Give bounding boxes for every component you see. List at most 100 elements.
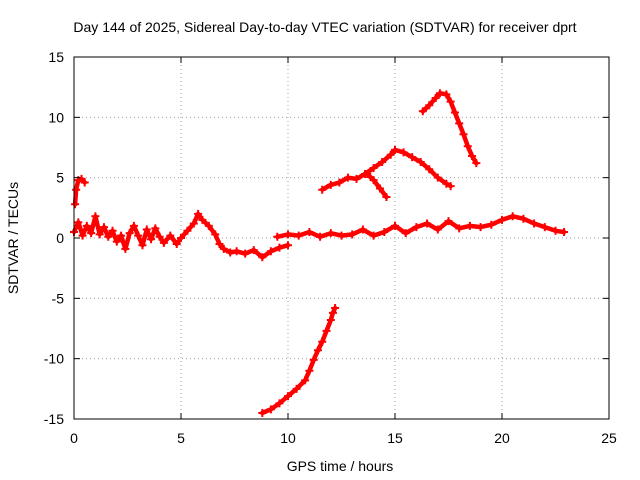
data-point bbox=[316, 232, 325, 241]
x-tick-label: 10 bbox=[280, 430, 296, 446]
y-tick-label: 15 bbox=[48, 49, 64, 65]
data-point bbox=[530, 219, 539, 228]
data-point bbox=[301, 376, 310, 385]
y-tick-labels: -15 -10 -5 0 5 10 15 bbox=[44, 49, 64, 427]
data-series bbox=[70, 89, 569, 417]
data-point bbox=[99, 223, 108, 232]
data-point bbox=[211, 230, 220, 239]
data-point bbox=[138, 241, 147, 250]
data-point bbox=[401, 229, 410, 238]
series-line bbox=[420, 90, 479, 166]
data-point bbox=[117, 231, 126, 240]
data-point bbox=[198, 215, 207, 224]
data-point bbox=[91, 212, 100, 221]
data-point bbox=[318, 185, 327, 194]
data-point bbox=[472, 159, 481, 168]
data-point bbox=[183, 226, 192, 235]
data-point bbox=[455, 119, 464, 128]
data-point bbox=[444, 217, 453, 226]
data-point bbox=[435, 89, 444, 98]
data-point bbox=[459, 130, 468, 139]
data-point bbox=[391, 221, 399, 230]
data-point bbox=[82, 221, 91, 230]
data-point bbox=[326, 316, 335, 325]
data-point bbox=[284, 230, 292, 239]
data-point bbox=[275, 243, 284, 252]
data-point bbox=[519, 214, 528, 223]
series-arc-main-a bbox=[70, 209, 292, 262]
data-point bbox=[275, 399, 284, 408]
data-point bbox=[249, 246, 258, 255]
data-point bbox=[129, 221, 138, 230]
data-point bbox=[305, 227, 314, 236]
data-point bbox=[273, 232, 282, 241]
data-point bbox=[560, 227, 569, 236]
data-point bbox=[468, 151, 477, 160]
data-point bbox=[476, 223, 485, 232]
data-point bbox=[425, 165, 434, 174]
x-tick-labels: 0 5 10 15 20 25 bbox=[70, 430, 617, 446]
data-point bbox=[352, 174, 361, 183]
data-point bbox=[433, 225, 442, 234]
data-point bbox=[266, 405, 275, 414]
y-tick-label: -15 bbox=[44, 411, 64, 427]
data-point bbox=[487, 220, 496, 229]
series-arc-mid-branch bbox=[363, 170, 391, 201]
y-tick-label: -10 bbox=[44, 351, 64, 367]
data-point bbox=[134, 231, 143, 240]
data-point bbox=[348, 230, 357, 239]
data-point bbox=[189, 219, 198, 228]
data-point bbox=[331, 303, 340, 312]
data-point bbox=[232, 247, 241, 256]
data-point bbox=[391, 145, 399, 154]
series-arc-low bbox=[258, 303, 340, 417]
data-point bbox=[376, 184, 385, 193]
data-point bbox=[425, 101, 434, 110]
data-point bbox=[386, 150, 395, 159]
data-point bbox=[465, 221, 474, 230]
series-line bbox=[364, 171, 389, 200]
data-point bbox=[159, 238, 168, 247]
data-point bbox=[121, 244, 130, 253]
x-tick-label: 0 bbox=[70, 430, 78, 446]
data-point bbox=[309, 355, 318, 364]
axis-ticks bbox=[73, 56, 610, 420]
data-point bbox=[172, 240, 181, 249]
data-point bbox=[446, 182, 455, 191]
data-point bbox=[108, 226, 117, 235]
data-point bbox=[382, 192, 391, 201]
x-tick-label: 5 bbox=[177, 430, 185, 446]
series-line bbox=[260, 305, 338, 416]
data-point bbox=[72, 185, 81, 194]
data-point bbox=[418, 107, 427, 116]
data-point bbox=[463, 142, 472, 151]
series-arc-mid bbox=[318, 145, 455, 194]
data-point bbox=[147, 235, 156, 244]
data-point bbox=[326, 229, 335, 238]
series-arc-high bbox=[418, 89, 481, 168]
data-point bbox=[74, 218, 83, 227]
data-point bbox=[313, 346, 322, 355]
data-point bbox=[177, 234, 185, 242]
data-point bbox=[399, 148, 408, 157]
data-point bbox=[508, 212, 517, 221]
data-point bbox=[241, 249, 250, 258]
data-point bbox=[112, 237, 121, 246]
data-point bbox=[450, 108, 459, 117]
data-point bbox=[78, 231, 87, 240]
x-tick-label: 20 bbox=[494, 430, 510, 446]
data-point bbox=[194, 209, 203, 218]
data-point bbox=[266, 247, 275, 256]
data-point bbox=[219, 244, 228, 253]
data-point bbox=[71, 200, 80, 209]
data-point bbox=[328, 308, 337, 317]
data-point bbox=[305, 366, 314, 375]
chart-title: Day 144 of 2025, Sidereal Day-to-day VTE… bbox=[73, 19, 576, 35]
data-point bbox=[80, 178, 89, 187]
y-tick-label: 0 bbox=[56, 230, 64, 246]
y-axis-label: SDTVAR / TECUs bbox=[5, 182, 21, 294]
data-point bbox=[431, 94, 440, 103]
data-point bbox=[378, 157, 387, 166]
data-point bbox=[284, 241, 292, 250]
